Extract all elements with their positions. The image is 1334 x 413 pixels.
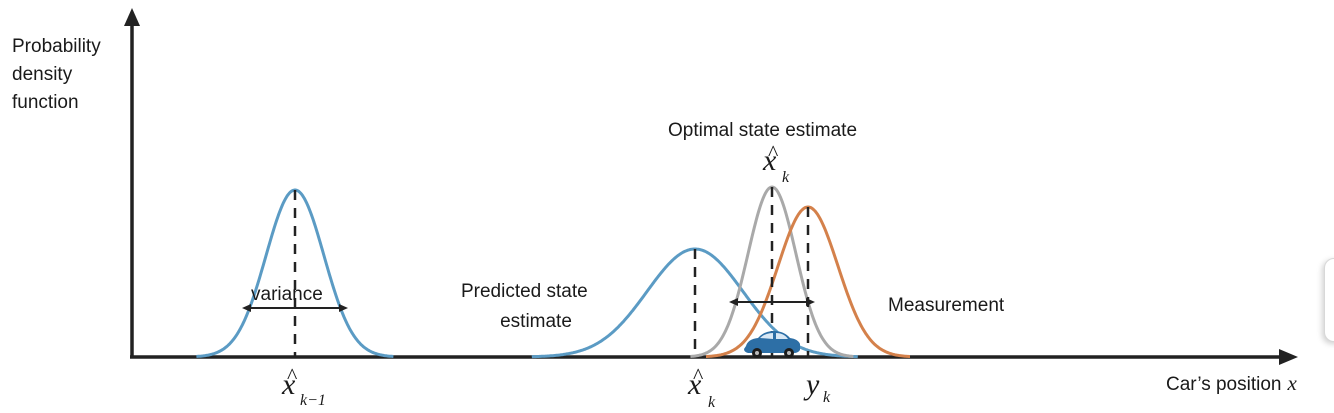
svg-text:k−1: k−1 <box>300 392 326 409</box>
car-icon <box>744 331 800 358</box>
optimal-state-label: Optimal state estimate <box>668 120 857 141</box>
svg-text:k: k <box>823 389 831 406</box>
svg-text:^: ^ <box>693 363 704 388</box>
x-axis-label: Car’s position x <box>1166 371 1297 395</box>
svg-text:k: k <box>782 169 790 186</box>
x-axis-arrowhead <box>1279 349 1298 365</box>
svg-text:x: x <box>687 368 702 401</box>
x-hat-k-minus-1-label: x ^ k−1 <box>281 363 326 409</box>
svg-text:k: k <box>708 394 716 411</box>
svg-text:x: x <box>281 368 296 401</box>
svg-text:^: ^ <box>768 140 779 165</box>
y-axis-label: Probability density function <box>12 36 106 113</box>
x-hat-k-predicted-label: x ^ k <box>687 363 716 411</box>
variance-label: variance <box>251 284 323 305</box>
svg-text:x: x <box>762 144 777 177</box>
y-k-label: y k <box>803 368 831 406</box>
x-hat-k-optimal-label: x ^ k <box>762 140 790 186</box>
y-axis-arrowhead <box>124 8 140 26</box>
predicted-state-label: Predicted state estimate <box>461 281 593 332</box>
svg-text:y: y <box>803 368 820 401</box>
svg-text:^: ^ <box>287 363 298 388</box>
side-panel-tab[interactable] <box>1324 258 1334 342</box>
measurement-label: Measurement <box>888 295 1005 316</box>
